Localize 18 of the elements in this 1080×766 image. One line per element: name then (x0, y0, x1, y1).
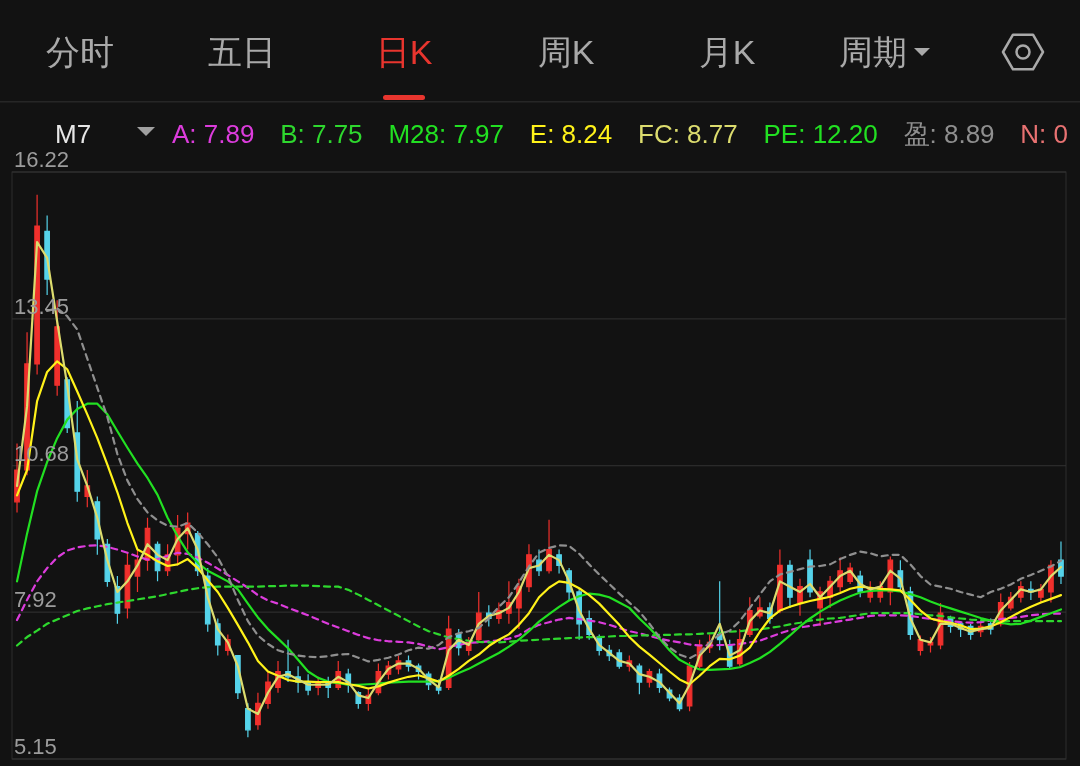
text: 月K (698, 33, 756, 71)
text: 分时 (46, 33, 114, 71)
text: 周K (537, 33, 595, 71)
y-tick-label: 5.15 (14, 734, 57, 759)
text: 日K (375, 33, 433, 71)
text: FC: 8.77 (638, 119, 738, 149)
text: B: 7.75 (280, 119, 363, 149)
legend-label: PE: 12.20 (763, 119, 878, 149)
text: A: 7.89 (172, 119, 255, 149)
text: E: 8.24 (529, 119, 613, 149)
text: M7 (55, 119, 92, 149)
text: M28: 7.97 (388, 119, 505, 149)
text: 周期 (839, 33, 907, 71)
text: 盈: 8.89 (903, 119, 995, 149)
y-tick-label: 16.22 (14, 147, 70, 172)
y-tick-label: 7.92 (14, 587, 57, 613)
legend-label: N: 0 (1020, 119, 1068, 149)
text: 五日 (208, 33, 276, 71)
